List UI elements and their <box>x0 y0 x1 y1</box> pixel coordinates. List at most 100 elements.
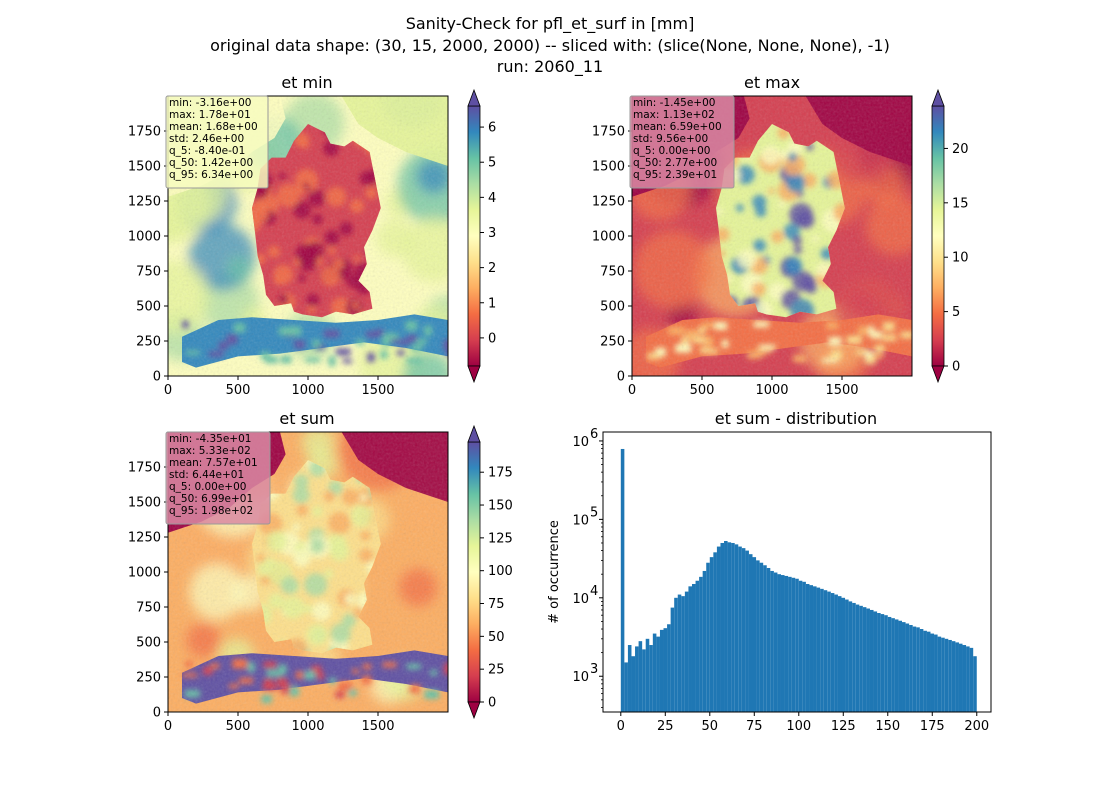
histogram-bar <box>699 576 703 712</box>
colorbar-tick-label: 5 <box>952 305 960 320</box>
histogram-bar <box>937 636 942 712</box>
panel-et-max: et max 0 500 1000 1500025050075010001250150… <box>592 73 969 398</box>
stats-line: min: -4.35e+01 <box>169 433 251 445</box>
stats-box-background <box>629 95 735 189</box>
colorbar-tick-label: 6 <box>488 121 496 136</box>
x-tick-label: 500 <box>226 719 251 734</box>
stats-line: mean: 1.68e+00 <box>169 121 258 133</box>
colorbar-tick-label: 75 <box>488 597 505 612</box>
y-tick-label: 1000 <box>592 230 625 245</box>
histogram-bar <box>624 662 628 712</box>
stats-line: max: 1.13e+02 <box>633 109 715 121</box>
colorbar-tick-label: 0 <box>488 331 496 346</box>
histogram-bar <box>823 590 828 712</box>
stats-line: q_50: 6.99e+01 <box>169 493 253 505</box>
histogram-bar <box>770 570 774 712</box>
histogram-bar <box>958 643 963 712</box>
histogram-bar <box>877 613 881 712</box>
histogram-bars <box>620 448 977 712</box>
stats-line: q_5: 0.00e+00 <box>169 481 246 493</box>
x-tick-label: 0 <box>164 383 172 398</box>
histogram-bar <box>649 645 653 712</box>
histogram-bar <box>830 593 835 712</box>
stats-line: std: 2.46e+00 <box>169 133 244 145</box>
colorbar-tick-label: 0 <box>488 696 496 711</box>
x-tick-label: 0 <box>164 719 172 734</box>
y-tick-label: 500 <box>600 300 625 315</box>
figure-title-line-1: Sanity-Check for pfl_et_surf in [mm] <box>406 14 695 34</box>
histogram-bar <box>780 575 785 712</box>
y-tick-label: 250 <box>136 671 161 686</box>
figure-title-line-3: run: 2060_11 <box>497 57 603 77</box>
y-tick-label: 750 <box>136 601 161 616</box>
histogram-bar <box>834 594 838 712</box>
histogram-bar <box>645 638 650 712</box>
histogram-bar <box>891 618 895 712</box>
histogram-bar <box>916 627 920 712</box>
histogram-bar <box>798 580 803 712</box>
histogram-bar <box>766 567 771 712</box>
histogram-bar <box>734 544 739 712</box>
histogram-bar <box>748 554 753 712</box>
stats-line: q_5: -8.40e-01 <box>169 145 245 157</box>
colorbar-tick-label: 2 <box>488 261 496 276</box>
histogram-bar <box>777 574 781 712</box>
y-tick-label: 750 <box>136 265 161 280</box>
histogram-bar <box>706 562 710 712</box>
stats-line: mean: 7.57e+01 <box>169 457 258 469</box>
y-tick-label: 10 <box>572 513 589 528</box>
histogram-bar <box>642 649 646 712</box>
histogram-bar <box>887 616 892 712</box>
histogram-bar <box>912 626 917 712</box>
histogram-bar <box>720 542 725 712</box>
histogram-bar <box>788 576 792 712</box>
figure-title-line-2: original data shape: (30, 15, 2000, 2000… <box>210 36 890 55</box>
histogram-bar <box>727 542 732 712</box>
y-tick-label: 1750 <box>128 125 161 140</box>
histogram-bar <box>684 591 689 712</box>
y-tick-label: 1750 <box>592 125 625 140</box>
colorbar-tick-label: 125 <box>488 531 513 546</box>
histogram-bar <box>820 588 824 712</box>
histogram-bar <box>845 599 849 712</box>
colorbar-tick-label: 100 <box>488 564 513 579</box>
axes-ticks-et-max: 0 500 1000 1500 0 250 500 750 1000 1250 1500 1750 <box>592 125 859 399</box>
y-tick-label: 1250 <box>128 195 161 210</box>
histogram-bar <box>966 646 970 712</box>
histogram-bar <box>905 623 910 712</box>
x-tick-label: 1000 <box>755 383 788 398</box>
histogram-bar <box>852 602 856 712</box>
histogram-bar <box>784 575 789 712</box>
y-tick-exponent: 3 <box>590 662 598 677</box>
y-tick-label: 500 <box>136 300 161 315</box>
histogram-y-axis-label: # of occurrence <box>547 520 562 624</box>
stats-line: q_95: 1.98e+02 <box>169 505 253 517</box>
histogram-bar <box>759 562 764 712</box>
y-tick-label: 250 <box>136 335 161 350</box>
histogram-bar <box>926 631 931 712</box>
x-tick-label: 100 <box>786 719 811 734</box>
colorbar-extend-min <box>467 365 481 384</box>
colorbar-extend-max <box>467 424 481 443</box>
stats-box-background <box>165 95 269 189</box>
axes-ticks-et-sum: 0 500 1000 1500 0 250 500 750 1000 1250 1500 1750 <box>128 461 395 735</box>
histogram-bar <box>809 585 814 712</box>
histogram-bar <box>955 642 959 712</box>
colorbar-et-max: 0 5 10 15 20 <box>931 88 969 384</box>
histogram-bar <box>627 645 632 712</box>
stats-line: std: 9.56e+00 <box>633 133 708 145</box>
histogram-bar <box>631 656 636 712</box>
colorbar-extend-min <box>931 365 945 384</box>
histogram-bar <box>791 577 796 712</box>
histogram-bar <box>909 625 913 712</box>
stats-box-background <box>165 431 271 525</box>
y-tick-label: 0 <box>617 370 625 385</box>
colorbar-tick-label: 0 <box>952 360 960 375</box>
stats-line: min: -1.45e+00 <box>633 97 715 109</box>
y-tick-label: 1500 <box>128 160 161 175</box>
stats-line: q_50: 1.42e+00 <box>169 157 253 169</box>
histogram-bar <box>898 620 903 712</box>
histogram-bar <box>813 586 817 712</box>
histogram-bar <box>709 557 714 712</box>
y-tick-label: 1750 <box>128 461 161 476</box>
